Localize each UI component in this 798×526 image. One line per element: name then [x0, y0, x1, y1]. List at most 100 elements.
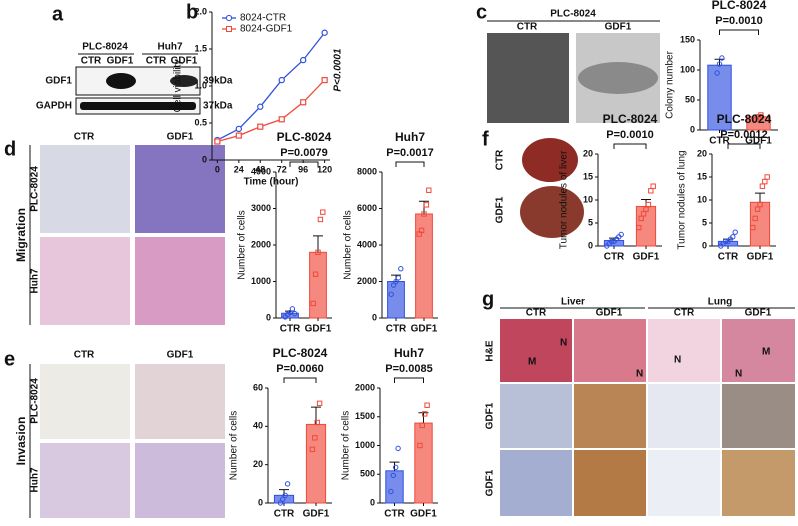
image-label: GDF1 — [605, 22, 632, 33]
y-axis-label: Cell viability — [173, 60, 184, 113]
bar — [387, 281, 405, 319]
data-point — [316, 400, 323, 407]
lane-label: CTR — [81, 56, 102, 67]
data-point — [309, 446, 316, 453]
row-label: Huh7 — [30, 268, 41, 293]
chart-title: Huh7 — [394, 346, 424, 360]
significance-bracket — [719, 29, 759, 35]
y-axis-label: Number of cells — [343, 210, 354, 279]
x-tick-label: CTR — [280, 324, 301, 335]
data-point — [320, 209, 326, 215]
annotation: P=0.0079 — [280, 147, 327, 159]
data-point — [730, 234, 736, 240]
marker — [278, 76, 285, 84]
y-tick-label: 100 — [680, 64, 695, 74]
y-tick-label: 40 — [253, 421, 263, 431]
significance-bracket — [394, 377, 424, 383]
significance-bracket — [727, 143, 761, 149]
y-tick-label: 500 — [360, 469, 375, 479]
image-mark: N — [674, 355, 681, 366]
lane-label: GDF1 — [171, 56, 198, 67]
y-tick-label: 10 — [583, 194, 593, 204]
row-label: Huh7 — [30, 467, 41, 492]
significance-bracket — [283, 377, 317, 383]
size-label: 39kDa — [203, 76, 233, 87]
marker — [235, 125, 243, 133]
data-point — [315, 249, 321, 256]
histology-grid: Liver Lung CTR GDF1 CTR GDF1 M N N N M N… — [485, 297, 795, 516]
marker — [214, 138, 221, 145]
row-label: GAPDH — [36, 101, 72, 112]
group-label: PLC-8024 — [82, 42, 128, 53]
significance-bracket — [289, 161, 319, 167]
annotation: P=0.0010 — [715, 15, 762, 27]
data-point — [426, 187, 432, 193]
legend-marker — [225, 14, 233, 22]
size-label: 37kDa — [203, 101, 233, 112]
series-line — [217, 32, 326, 141]
error-bar — [311, 406, 321, 425]
x-tick-label: GDF1 — [410, 509, 437, 520]
marker — [235, 132, 242, 139]
data-point — [418, 227, 425, 234]
row-label: CTR — [495, 149, 506, 170]
data-point — [422, 411, 428, 417]
data-point — [280, 496, 286, 502]
data-point — [395, 275, 402, 281]
data-point — [317, 216, 324, 223]
y-axis-label: Colony number — [665, 50, 676, 118]
data-point — [388, 291, 394, 297]
panel-label: d — [4, 138, 16, 160]
annotation: P=0.0017 — [386, 147, 433, 159]
data-point — [423, 202, 430, 208]
data-point — [757, 201, 763, 208]
row-label: GDF1 — [485, 402, 496, 429]
data-point — [759, 183, 766, 189]
x-tick-label: CTR — [386, 324, 407, 335]
annotation: P=0.0010 — [606, 129, 653, 141]
data-point — [312, 271, 319, 277]
row-label: GDF1 — [495, 196, 506, 223]
y-tick-label: 2000 — [357, 276, 377, 286]
y-tick-label: 0 — [702, 240, 707, 250]
data-point — [764, 174, 770, 180]
panel-label: b — [186, 1, 198, 23]
invasion-images: CTR GDF1 Invasion PLC-8024 Huh7 — [14, 350, 225, 518]
column-label: CTR — [74, 350, 95, 361]
x-tick-label: 96 — [298, 164, 308, 174]
data-point — [648, 188, 654, 194]
image-mark: N — [560, 338, 567, 349]
annotation: P=0.0085 — [385, 363, 432, 375]
y-axis-label: Number of cells — [237, 210, 248, 279]
data-point — [608, 238, 615, 245]
image-mark: M — [528, 357, 536, 368]
x-tick-label: CTR — [274, 509, 295, 520]
bar — [273, 494, 295, 504]
data-point — [292, 310, 298, 317]
x-tick-label: CTR — [718, 252, 739, 263]
y-tick-label: 0 — [258, 497, 263, 507]
y-tick-label: 1000 — [355, 440, 375, 450]
column-label: CTR — [526, 308, 547, 319]
data-point — [750, 224, 756, 231]
data-point — [419, 422, 426, 429]
data-point — [752, 215, 758, 222]
y-axis-label: Tumor nodules of liver — [559, 150, 570, 249]
y-tick-label: 2000 — [251, 239, 271, 249]
migration-images: CTR GDF1 Migration PLC-8024 Huh7 — [14, 132, 225, 325]
chart-title: PLC-8024 — [717, 112, 772, 126]
y-tick-label: 0 — [202, 154, 207, 164]
y-axis-label: Number of cells — [341, 411, 352, 480]
liver-images: CTR GDF1 — [495, 138, 584, 238]
panel-label: f — [482, 128, 489, 150]
y-tick-label: 150 — [680, 34, 695, 44]
data-point — [758, 112, 764, 118]
y-tick-label: 1.0 — [194, 80, 207, 90]
x-tick-label: CTR — [384, 509, 405, 520]
x-tick-label: GDF1 — [747, 252, 774, 263]
row-label: GDF1 — [45, 76, 72, 87]
panel-label: g — [482, 288, 494, 310]
y-tick-label: 8000 — [357, 166, 377, 176]
x-tick-label: GDF1 — [633, 252, 660, 263]
y-tick-label: 5 — [702, 217, 707, 227]
